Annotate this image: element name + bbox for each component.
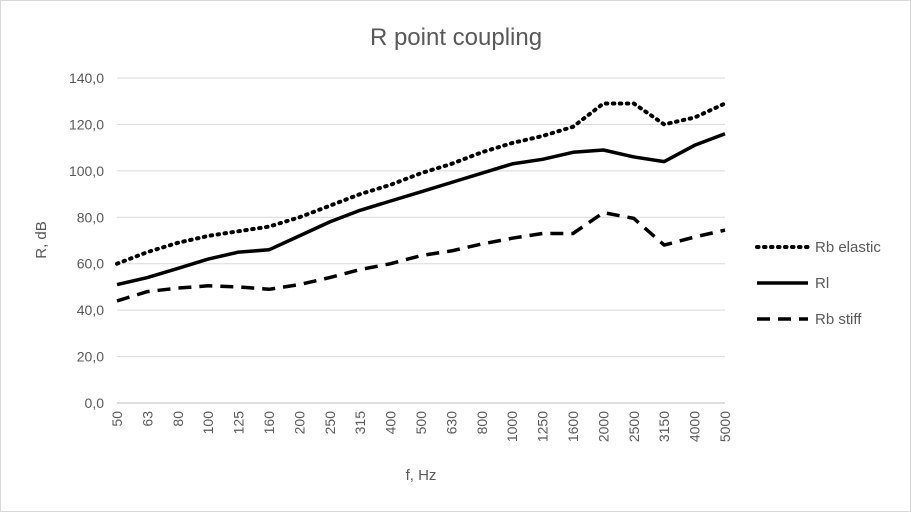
y-tick-label: 120,0 [69,116,104,132]
x-tick-label: 1250 [535,411,551,442]
x-tick-label: 50 [109,411,125,427]
y-tick-labels: 0,0 20,0 40,0 60,0 80,0 100,0 120,0 140,0 [69,70,104,411]
y-tick-label: 100,0 [69,163,104,179]
x-tick-label: 80 [170,411,186,427]
x-tick-label: 630 [443,411,459,435]
y-tick-label: 60,0 [77,256,104,272]
x-tick-label: 200 [291,411,307,435]
x-tick-labels: 50 63 80 100 125 160 200 250 315 400 500 630 800 1000… [109,411,733,442]
y-tick-label: 80,0 [77,209,104,225]
legend-label: Rb stiff [815,311,862,328]
x-tick-label: 1600 [565,411,581,442]
x-tick-label: 2000 [595,411,611,442]
x-tick-label: 1000 [504,411,520,442]
x-tick-label: 250 [322,411,338,435]
x-tick-label: 500 [413,411,429,435]
y-tick-label: 140,0 [69,70,104,86]
x-tick-label: 4000 [687,411,703,442]
series-line-rb-stiff [116,210,726,303]
x-tick-label: 63 [139,411,155,427]
y-tick-label: 40,0 [77,302,104,318]
series-lines [115,101,727,303]
y-tick-label: 0,0 [85,395,105,411]
y-tick-label: 20,0 [77,349,104,365]
series-line-rb-elastic [115,101,727,266]
gridlines [117,77,725,404]
legend-label: Rl [815,275,829,292]
chart-title: R point coupling [370,24,542,51]
x-tick-label: 400 [383,411,399,435]
x-tick-label: 315 [352,411,368,435]
legend-label: Rb elastic [815,239,881,256]
series-line-rl [116,132,726,287]
x-tick-label: 125 [231,411,247,435]
x-tick-label: 100 [200,411,216,435]
x-tick-label: 3150 [656,411,672,442]
x-tick-label: 800 [474,411,490,435]
x-tick-label: 160 [261,411,277,435]
x-tick-label: 2500 [626,411,642,442]
x-tick-label: 5000 [717,411,733,442]
legend: Rb elastic Rl Rb stiff [755,239,881,328]
y-axis-label: R, dB [33,221,50,259]
x-axis-label: f, Hz [406,467,437,484]
